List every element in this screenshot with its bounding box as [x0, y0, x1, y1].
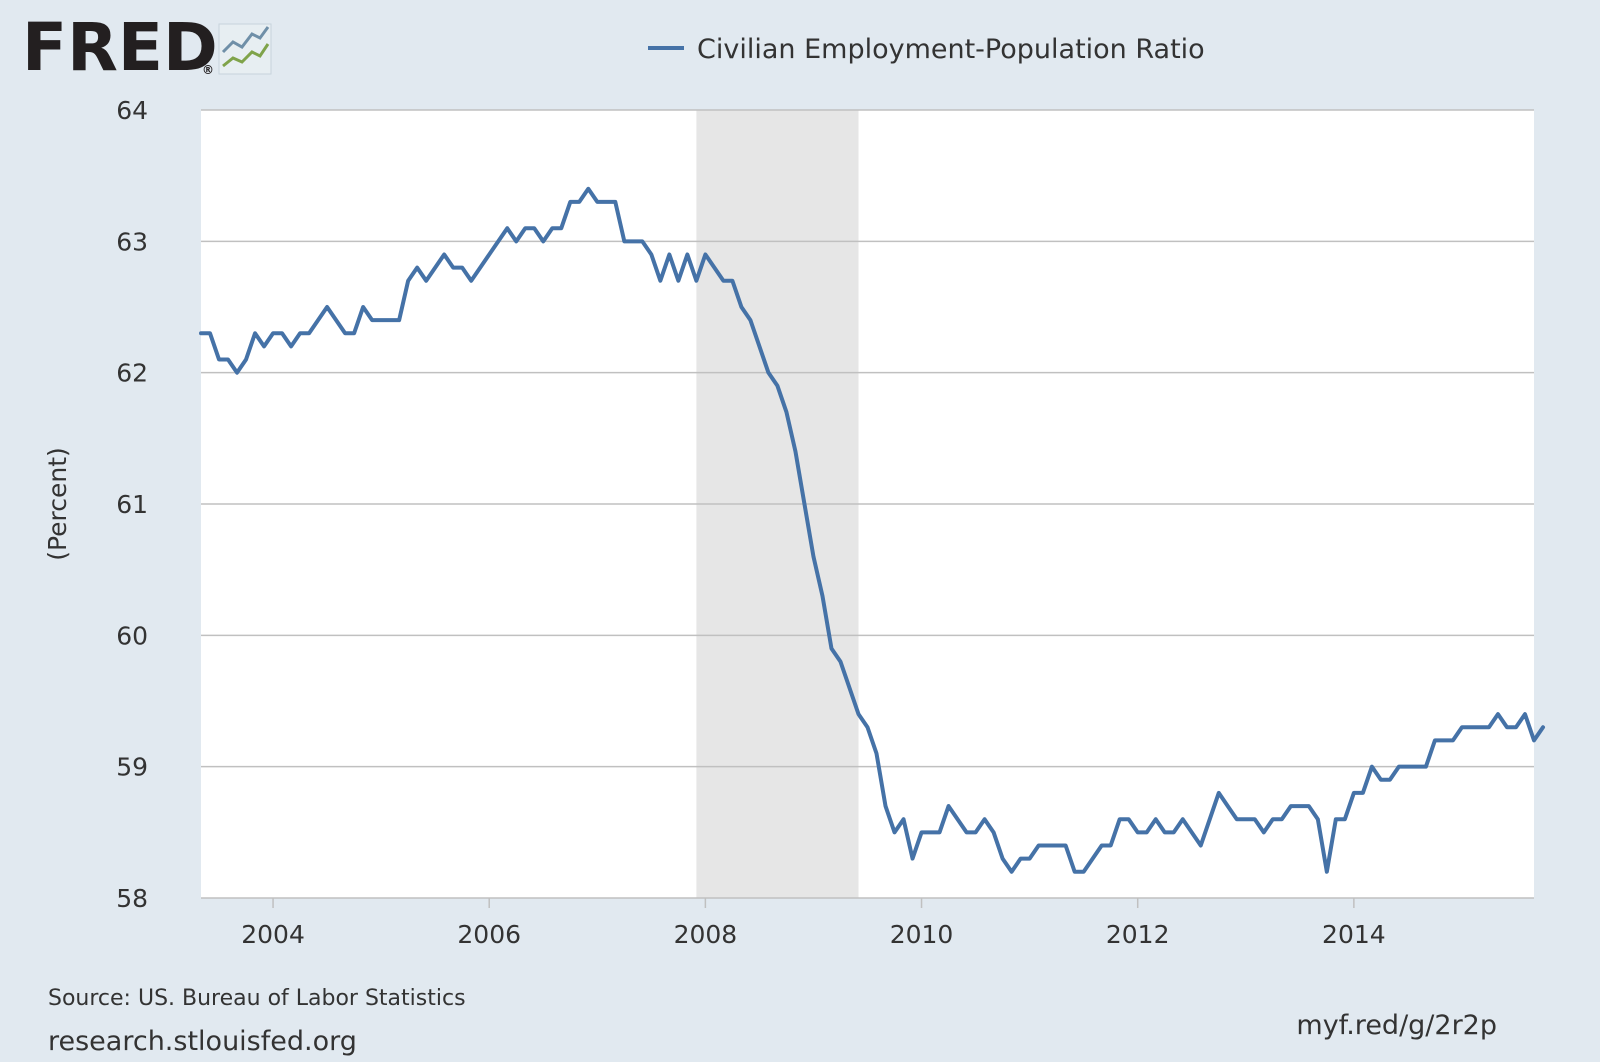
gridlines — [201, 109, 1534, 899]
y-tick-label-64: 64 — [116, 96, 148, 125]
y-axis-label: (Percent) — [43, 447, 72, 561]
x-tick-label-2004: 2004 — [241, 920, 305, 949]
y-tick-label-60: 60 — [116, 621, 148, 650]
fred-logo-registered: ® — [202, 63, 214, 77]
y-tick-label-59: 59 — [116, 753, 148, 782]
y-tick-label-63: 63 — [116, 227, 148, 256]
legend[interactable]: Civilian Employment-Population Ratio — [648, 34, 1205, 65]
legend-label-series-0: Civilian Employment-Population Ratio — [697, 34, 1205, 65]
fred-logo[interactable]: FRED ® — [22, 9, 272, 86]
y-tick-label-62: 62 — [116, 359, 148, 388]
series-line-0[interactable] — [199, 186, 1546, 874]
y-axis-tick-labels: 58 59 60 61 62 63 64 — [116, 96, 148, 913]
short-link[interactable]: myf.red/g/2r2p — [1296, 1010, 1497, 1041]
site-link[interactable]: research.stlouisfed.org — [48, 1026, 357, 1057]
fred-logo-text: FRED — [22, 9, 218, 86]
fred-line-chart-icon — [218, 23, 272, 75]
x-axis-tick-labels: 2004 2006 2008 2010 2012 2014 — [241, 898, 1386, 949]
y-tick-label-61: 61 — [116, 490, 148, 519]
x-tick-label-2014: 2014 — [1322, 920, 1386, 949]
x-tick-label-2006: 2006 — [457, 920, 521, 949]
y-tick-label-58: 58 — [116, 884, 148, 913]
x-tick-label-2012: 2012 — [1106, 920, 1170, 949]
source-note: Source: US. Bureau of Labor Statistics — [48, 986, 466, 1011]
series-layer — [199, 186, 1546, 874]
x-tick-label-2010: 2010 — [890, 920, 954, 949]
x-tick-label-2008: 2008 — [674, 920, 738, 949]
